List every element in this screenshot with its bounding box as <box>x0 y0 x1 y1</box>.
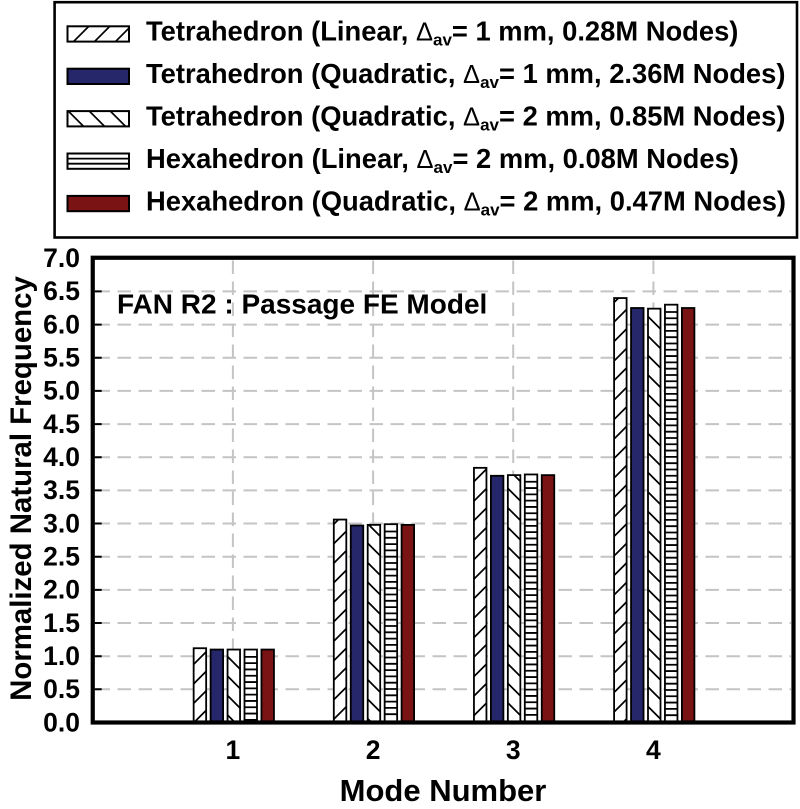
svg-text:6.5: 6.5 <box>43 276 80 306</box>
svg-text:Tetrahedron (Quadratic, Δav= 1: Tetrahedron (Quadratic, Δav= 1 mm, 2.36M… <box>146 58 785 92</box>
svg-text:4: 4 <box>646 735 661 765</box>
svg-text:7.0: 7.0 <box>43 243 80 273</box>
svg-text:3: 3 <box>506 735 521 765</box>
svg-text:0.0: 0.0 <box>43 707 80 737</box>
svg-text:0.5: 0.5 <box>43 674 80 704</box>
svg-text:5.0: 5.0 <box>43 376 80 406</box>
svg-text:Normalized Natural Frequency: Normalized Natural Frequency <box>5 276 38 701</box>
svg-text:2.5: 2.5 <box>43 542 80 572</box>
svg-text:4.5: 4.5 <box>43 409 80 439</box>
svg-text:Hexahedron (Linear, Δav= 2 mm,: Hexahedron (Linear, Δav= 2 mm, 0.08M Nod… <box>146 143 739 177</box>
svg-text:3.5: 3.5 <box>43 475 80 505</box>
svg-text:FAN R2 : Passage FE Model: FAN R2 : Passage FE Model <box>117 289 487 320</box>
svg-text:5.5: 5.5 <box>43 343 80 373</box>
svg-text:1: 1 <box>226 735 241 765</box>
svg-text:Mode Number: Mode Number <box>340 773 547 804</box>
svg-text:3.0: 3.0 <box>43 508 80 538</box>
svg-text:2: 2 <box>366 735 381 765</box>
svg-text:Hexahedron (Quadratic, Δav= 2: Hexahedron (Quadratic, Δav= 2 mm, 0.47M … <box>146 186 786 220</box>
svg-text:Tetrahedron (Quadratic, Δav= 2: Tetrahedron (Quadratic, Δav= 2 mm, 0.85M… <box>146 101 785 135</box>
svg-text:1.5: 1.5 <box>43 608 80 638</box>
svg-text:4.0: 4.0 <box>43 442 80 472</box>
svg-text:2.0: 2.0 <box>43 575 80 605</box>
svg-text:1.0: 1.0 <box>43 641 80 671</box>
svg-text:6.0: 6.0 <box>43 309 80 339</box>
